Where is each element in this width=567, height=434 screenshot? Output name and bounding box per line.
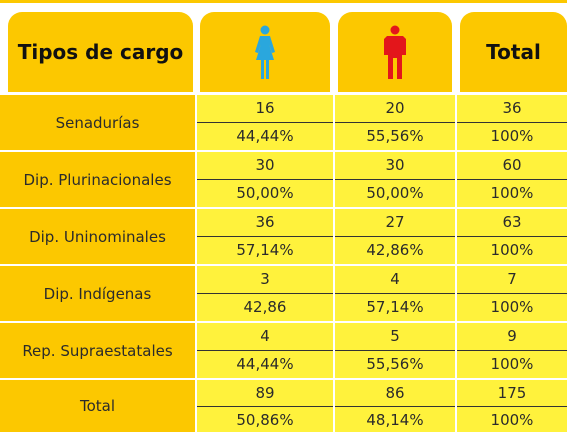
row-label: Total	[0, 380, 195, 432]
count: 5	[390, 327, 400, 345]
percent: 100%	[457, 405, 567, 433]
count: 89	[255, 383, 275, 402]
row-label: Senadurías	[0, 95, 195, 150]
count: 86	[385, 383, 405, 402]
count: 9	[507, 327, 517, 345]
data-cell: 4 57,14%	[335, 266, 455, 321]
header-cell: Total	[460, 12, 567, 92]
data-cell: 3 42,86	[197, 266, 333, 321]
count: 60	[502, 156, 522, 174]
percent: 100%	[457, 179, 567, 207]
data-cell: 86 48,14%	[335, 380, 455, 432]
data-cell: 63 100%	[457, 209, 567, 264]
percent: 55,56%	[335, 122, 455, 150]
data-cell: 36 57,14%	[197, 209, 333, 264]
row-label: Rep. Supraestatales	[0, 323, 195, 378]
count: 3	[260, 270, 270, 288]
data-cell: 30 50,00%	[197, 152, 333, 207]
count: 27	[385, 213, 405, 231]
count: 30	[385, 156, 405, 174]
header-cell-men	[338, 12, 452, 92]
data-cell: 9 100%	[457, 323, 567, 378]
data-cell: 30 50,00%	[335, 152, 455, 207]
data-cell: 20 55,56%	[335, 95, 455, 150]
count: 36	[255, 213, 275, 231]
percent: 100%	[457, 350, 567, 378]
percent: 44,44%	[197, 350, 333, 378]
count: 36	[502, 99, 522, 117]
data-cell: 4 44,44%	[197, 323, 333, 378]
percent: 42,86%	[335, 236, 455, 264]
row-label: Dip. Uninominales	[0, 209, 195, 264]
percent: 57,14%	[197, 236, 333, 264]
percent: 44,44%	[197, 122, 333, 150]
percent: 55,56%	[335, 350, 455, 378]
data-cell: 60 100%	[457, 152, 567, 207]
count: 7	[507, 270, 517, 288]
count: 4	[390, 270, 400, 288]
percent: 50,00%	[197, 179, 333, 207]
header-cell: Tipos de cargo	[8, 12, 193, 92]
percent: 48,14%	[335, 405, 455, 433]
row-label: Dip. Indígenas	[0, 266, 195, 321]
data-cell: 175 100%	[457, 380, 567, 432]
count: 4	[260, 327, 270, 345]
percent: 100%	[457, 236, 567, 264]
percent: 100%	[457, 293, 567, 321]
percent: 50,00%	[335, 179, 455, 207]
top-strip	[0, 0, 567, 3]
percent: 100%	[457, 122, 567, 150]
count: 16	[255, 99, 275, 117]
count: 175	[497, 383, 527, 402]
percent: 50,86%	[197, 405, 333, 433]
woman-icon	[255, 25, 275, 79]
header-cell-women	[200, 12, 330, 92]
data-cell: 5 55,56%	[335, 323, 455, 378]
data-cell: 36 100%	[457, 95, 567, 150]
data-cell: 7 100%	[457, 266, 567, 321]
data-cell: 27 42,86%	[335, 209, 455, 264]
row-label: Dip. Plurinacionales	[0, 152, 195, 207]
data-cell: 16 44,44%	[197, 95, 333, 150]
data-cell: 89 50,86%	[197, 380, 333, 432]
count: 63	[502, 213, 522, 231]
man-icon	[384, 25, 406, 79]
percent: 57,14%	[335, 293, 455, 321]
count: 20	[385, 99, 405, 117]
percent: 42,86	[197, 293, 333, 321]
count: 30	[255, 156, 275, 174]
